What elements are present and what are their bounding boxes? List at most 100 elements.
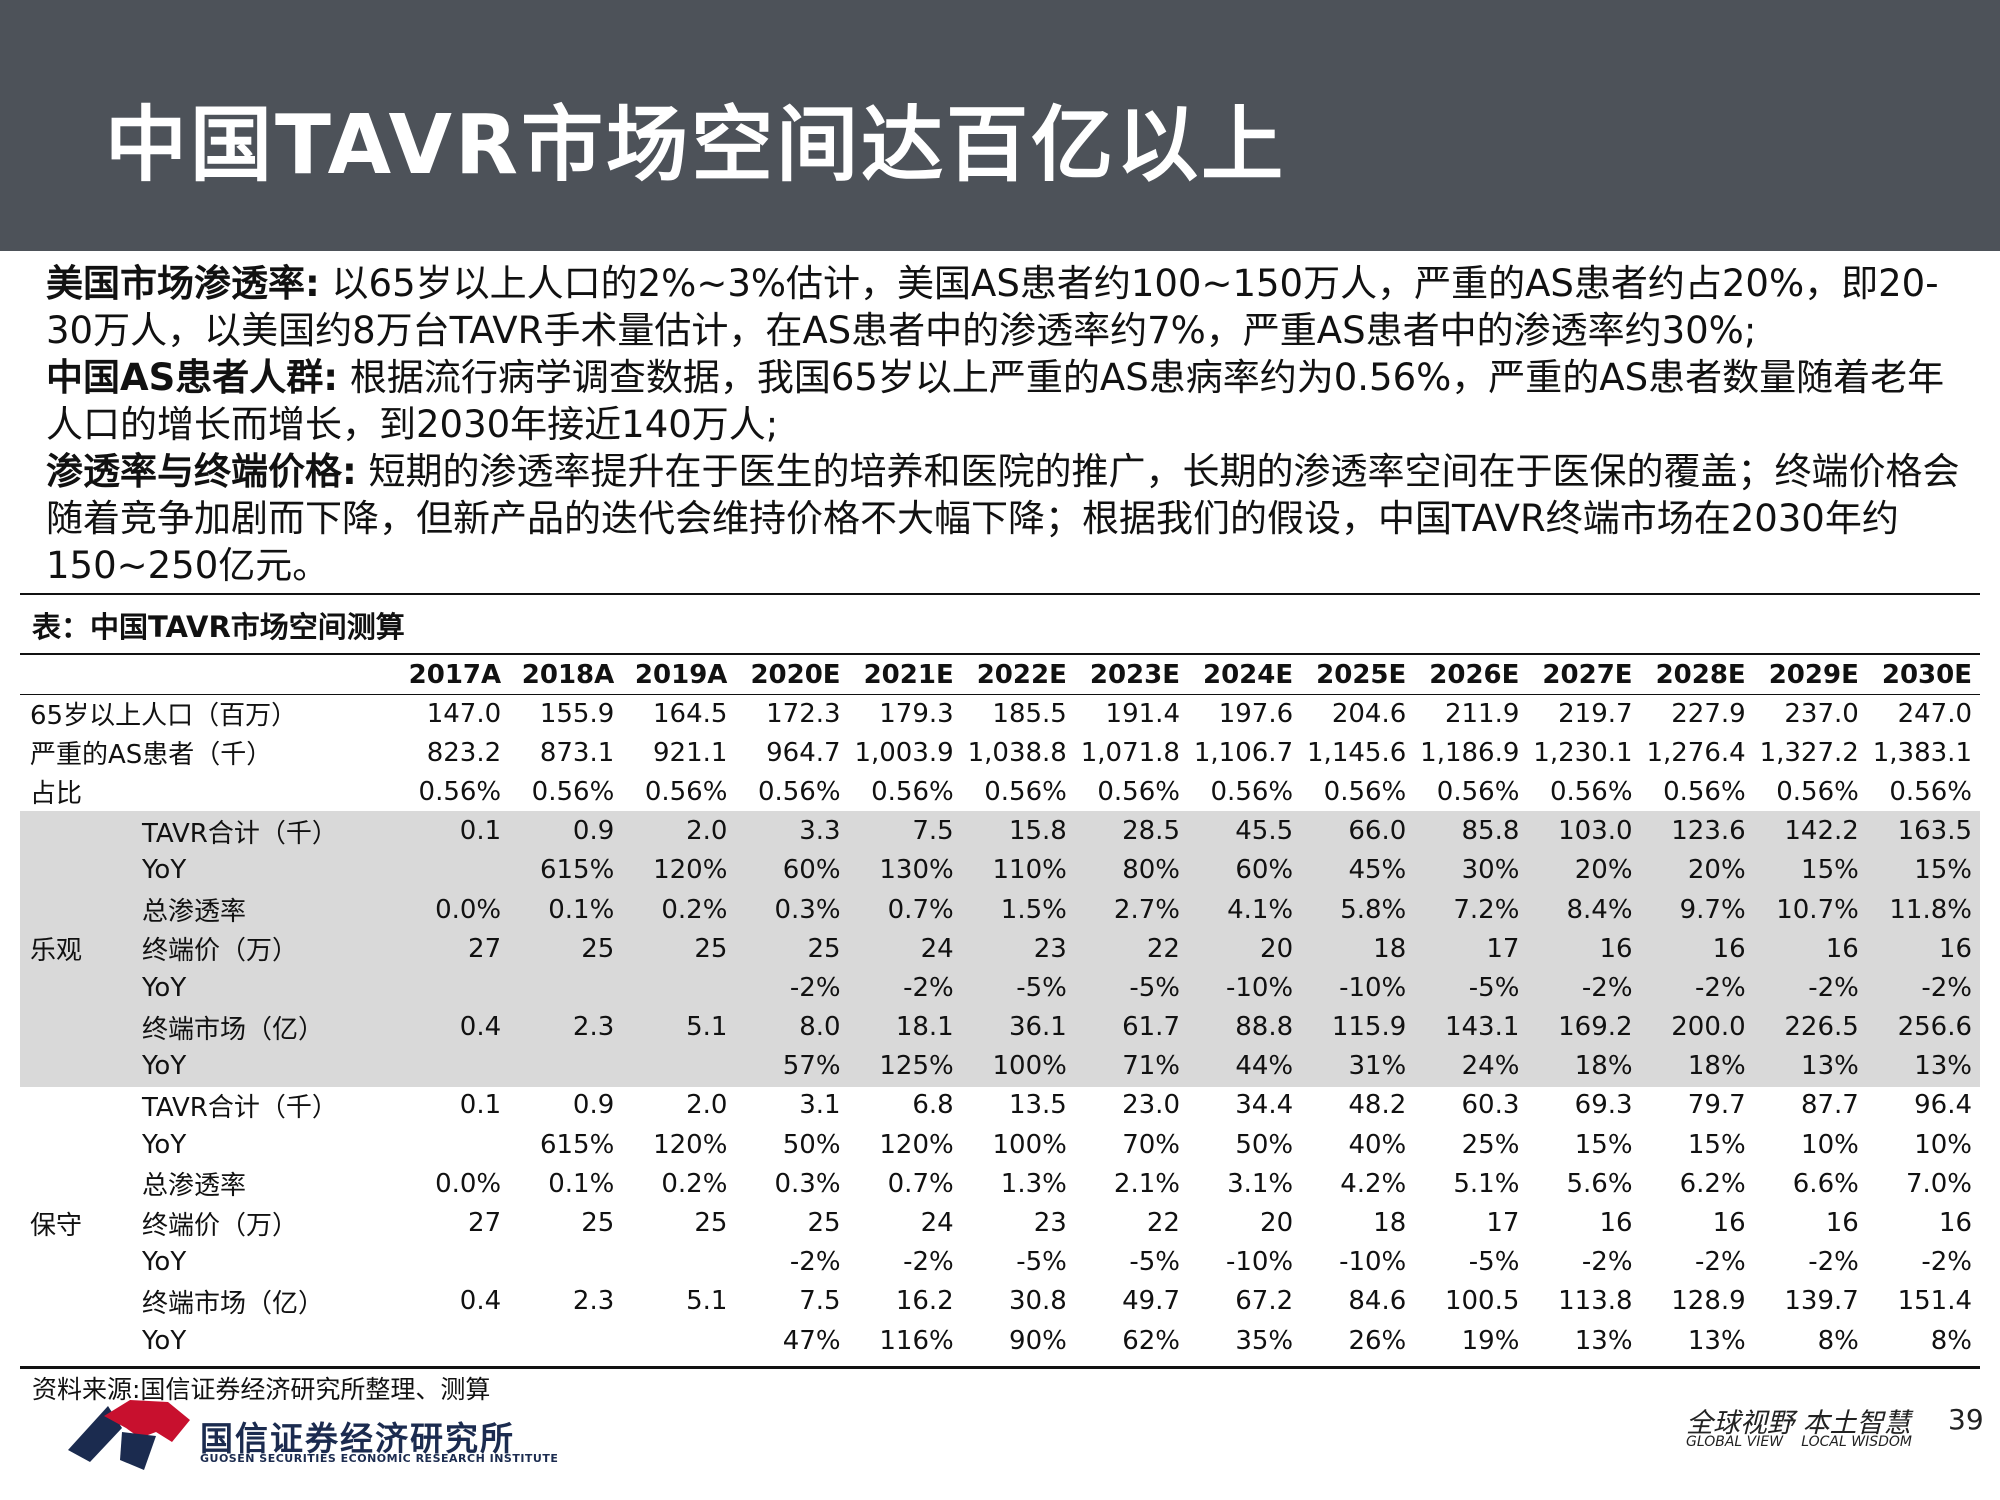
table-cell: 0.1 bbox=[459, 816, 502, 847]
table-cell: 116% bbox=[879, 1325, 954, 1356]
table-cell: 0.56% bbox=[757, 776, 841, 807]
table-cell: 147.0 bbox=[426, 698, 502, 729]
table-cell: 48.2 bbox=[1348, 1090, 1407, 1121]
table-cell: 62% bbox=[1122, 1325, 1180, 1356]
year-header: 2019A bbox=[634, 659, 728, 690]
table-cell: 23 bbox=[1033, 933, 1067, 964]
table-body: 65岁以上人口（百万） 147.0 155.9 164.5 172.3 179.3 185.… bbox=[20, 694, 1980, 1360]
row-label: TAVR合计（千） bbox=[142, 818, 338, 849]
table-cell: 151.4 bbox=[1897, 1286, 1972, 1317]
year-header: 2023E bbox=[1089, 659, 1180, 690]
group-cell bbox=[20, 851, 132, 890]
table-cell: 16 bbox=[1599, 933, 1633, 964]
table-cell: 10% bbox=[1801, 1129, 1859, 1160]
optimistic-band bbox=[20, 811, 1980, 1087]
table-cell: 60.3 bbox=[1461, 1090, 1520, 1121]
table-cell: 1,038.8 bbox=[967, 737, 1067, 768]
table-cell bbox=[509, 968, 622, 1007]
intro-text: 美国市场渗透率: 以65岁以上人口的2%~3%估计，美国AS患者约100~150… bbox=[46, 260, 1966, 589]
table-cell: 26% bbox=[1348, 1325, 1407, 1356]
table-cell: 143.1 bbox=[1444, 1012, 1520, 1043]
table-cell: -10% bbox=[1339, 972, 1407, 1003]
year-header: 2022E bbox=[976, 659, 1067, 690]
table-row: 保守 终端价（万） 27 25 25 25 24 23 22 20 18 17 16 16 16 16 bbox=[20, 1203, 1980, 1242]
table-cell: 16.2 bbox=[895, 1286, 954, 1317]
table-cell: 130% bbox=[879, 855, 954, 886]
table-cell bbox=[396, 968, 509, 1007]
table-cell: 16 bbox=[1599, 1208, 1633, 1239]
table-cell: 13% bbox=[1574, 1325, 1633, 1356]
table-cell: 8% bbox=[1817, 1325, 1859, 1356]
row-label: YoY bbox=[142, 1247, 187, 1278]
table-cell: 13% bbox=[1801, 1051, 1859, 1082]
slogan-en: GLOBAL VIEW LOCAL WISDOM bbox=[1686, 1434, 1912, 1450]
table-cell: 30% bbox=[1461, 855, 1520, 886]
table-cell: 179.3 bbox=[879, 698, 954, 729]
table-cell: -5% bbox=[1129, 972, 1180, 1003]
table-cell: 20 bbox=[1260, 1208, 1294, 1239]
table-cell: -2% bbox=[1921, 972, 1972, 1003]
table-cell: 615% bbox=[539, 1129, 615, 1160]
table-cell: -10% bbox=[1339, 1247, 1407, 1278]
table-cell: -10% bbox=[1225, 972, 1294, 1003]
table-cell: 7.5 bbox=[799, 1286, 841, 1317]
table-cell: 79.7 bbox=[1687, 1090, 1746, 1121]
table-cell: 24 bbox=[920, 1208, 954, 1239]
table-cell: -2% bbox=[903, 1247, 954, 1278]
table-cell bbox=[622, 1321, 735, 1360]
table-cell: 34.4 bbox=[1235, 1090, 1294, 1121]
table-cell: 28.5 bbox=[1122, 816, 1180, 847]
table-cell: 125% bbox=[879, 1051, 954, 1082]
slogan-cn: 全球视野 本土智慧 bbox=[1686, 1408, 1911, 1439]
table-cell: 120% bbox=[879, 1129, 954, 1160]
table-cell bbox=[396, 1125, 509, 1164]
table-cell: 0.2% bbox=[661, 1168, 728, 1199]
table-cell: 823.2 bbox=[426, 737, 502, 768]
table-cell: -2% bbox=[1695, 1247, 1746, 1278]
table-cell: 85.8 bbox=[1461, 816, 1520, 847]
table-cell: 70% bbox=[1122, 1129, 1180, 1160]
table-cell: 87.7 bbox=[1800, 1090, 1859, 1121]
table-cell: 139.7 bbox=[1784, 1286, 1859, 1317]
logo-name-cn: 国信证券经济研究所 bbox=[200, 1419, 515, 1458]
table-cell: 90% bbox=[1009, 1325, 1067, 1356]
table-cell: 5.1% bbox=[1453, 1168, 1520, 1199]
table-cell bbox=[622, 1047, 735, 1086]
table-cell: 18.1 bbox=[895, 1012, 954, 1043]
table-cell: 18 bbox=[1373, 933, 1407, 964]
scenario-label: 乐观 bbox=[30, 936, 83, 967]
table-cell: 25 bbox=[581, 1208, 615, 1239]
table-cell: 100% bbox=[992, 1051, 1067, 1082]
table-cell: 15.8 bbox=[1008, 816, 1067, 847]
table-cell: 2.3 bbox=[572, 1012, 615, 1043]
table-cell: 69.3 bbox=[1574, 1090, 1633, 1121]
table-row: YoY 47% 116% 90% 62% 35% 26% 19% 13% 13% 8% 8% bbox=[20, 1321, 1980, 1360]
table-cell bbox=[396, 1243, 509, 1282]
table-cell: 10.7% bbox=[1776, 894, 1859, 925]
table-cell: 16 bbox=[1938, 1208, 1972, 1239]
group-cell bbox=[20, 890, 132, 929]
table-cell: 0.56% bbox=[644, 776, 728, 807]
table-row: YoY -2% -2% -5% -5% -10% -10% -5% -2% -2% -2% -2% bbox=[20, 1243, 1980, 1282]
table-row: YoY 615% 120% 60% 130% 110% 80% 60% 45% 30% 20% 20%… bbox=[20, 851, 1980, 890]
table-cell: -2% bbox=[789, 972, 841, 1003]
table-cell: -10% bbox=[1225, 1247, 1294, 1278]
table-cell: 191.4 bbox=[1105, 698, 1180, 729]
table-row: 总渗透率 0.0% 0.1% 0.2% 0.3% 0.7% 1.3% 2.1% 3.1% 4.2%… bbox=[20, 1164, 1980, 1203]
intro-lead-us: 美国市场渗透率: bbox=[46, 262, 320, 305]
table-row: 严重的AS患者（千） 823.2 873.1 921.1 964.7 1,003.9 1,0… bbox=[20, 733, 1980, 772]
table-row: 65岁以上人口（百万） 147.0 155.9 164.5 172.3 179.3 185.… bbox=[20, 694, 1980, 733]
year-header: 2024E bbox=[1203, 659, 1294, 690]
table-row: 占比 0.56% 0.56% 0.56% 0.56% 0.56% 0.56% 0.56% 0.5… bbox=[20, 772, 1980, 811]
slide-title: 中国TAVR市场空间达百亿以上 bbox=[105, 98, 1287, 193]
table-cell: 219.7 bbox=[1558, 698, 1633, 729]
table-cell: 0.56% bbox=[1663, 776, 1746, 807]
table-cell: 67.2 bbox=[1235, 1286, 1294, 1317]
table-cell: 13% bbox=[1687, 1325, 1746, 1356]
table-cell: 8.4% bbox=[1566, 894, 1633, 925]
table-row: TAVR合计（千） 0.1 0.9 2.0 3.3 7.5 15.8 28.5 45.5 66.0… bbox=[20, 812, 1980, 851]
table-cell: -5% bbox=[1016, 1247, 1067, 1278]
table-cell: -2% bbox=[1808, 1247, 1859, 1278]
table-cell: 873.1 bbox=[539, 737, 615, 768]
table-cell: 15% bbox=[1574, 1129, 1633, 1160]
